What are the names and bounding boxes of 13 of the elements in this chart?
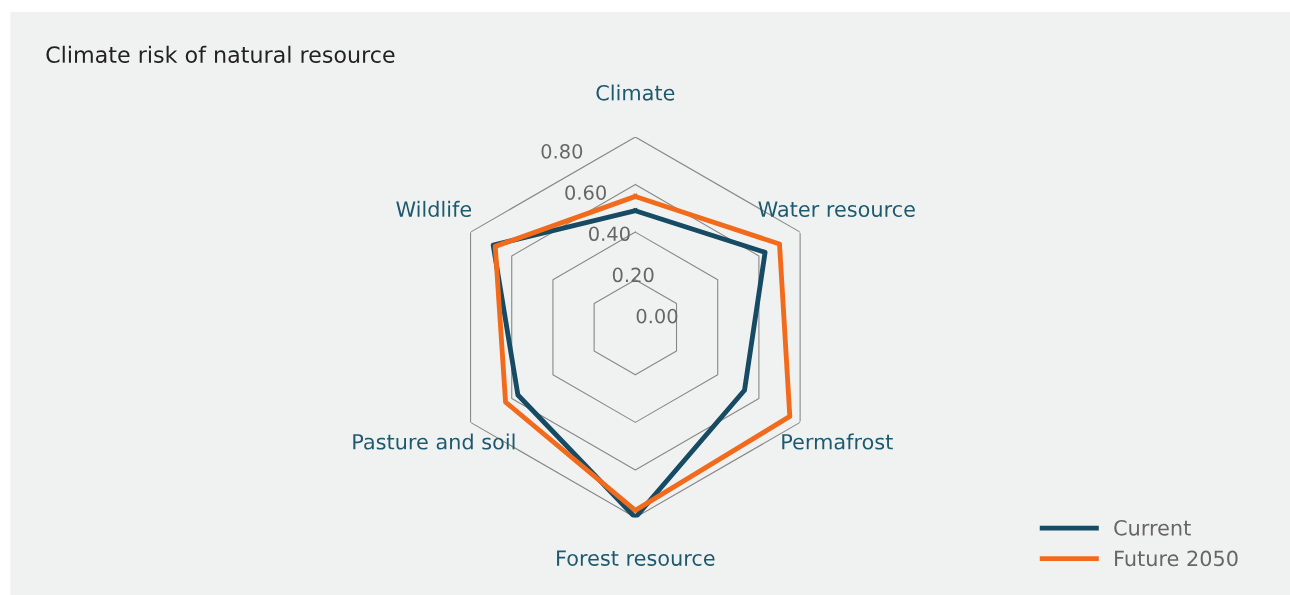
legend-label: Future 2050 [1115,550,1238,567]
spoke-label: Permafrost [782,433,893,450]
y-tick-label: 0.20 [612,267,654,283]
y-tick-label: 0.60 [565,185,606,200]
spoke-label: Water resource [758,201,915,217]
spoke-label: Forest resource [557,550,715,566]
y-tick-label: 0.80 [541,143,583,159]
spoke-label: Wildlife [396,200,472,217]
spoke-label: Pasture and soil [353,433,515,450]
legend-label: Current [1114,519,1191,536]
y-tick-label: 0.40 [589,226,630,242]
chart-title: Climate risk of natural resource [46,45,395,63]
spoke-label: Climate [596,84,675,101]
